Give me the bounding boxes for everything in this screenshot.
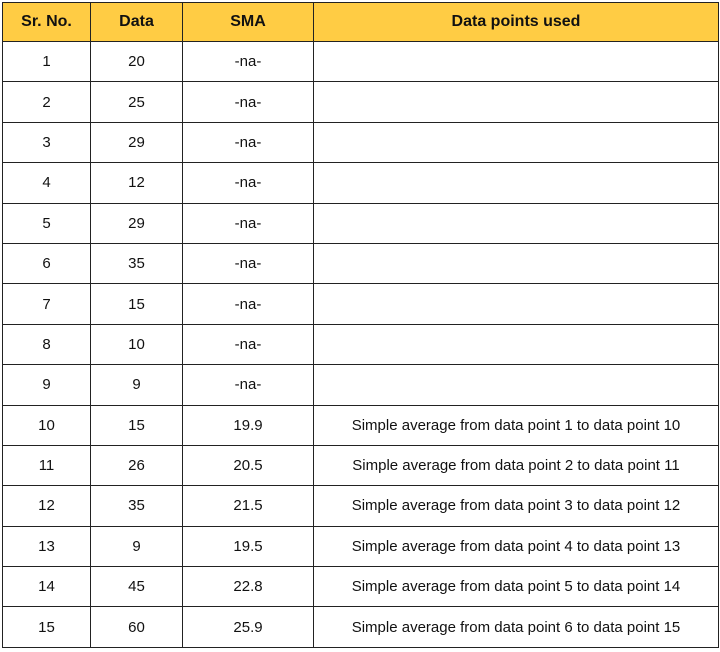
sma-cell: 25.9 xyxy=(182,606,314,648)
table-row: 9 9 -na- xyxy=(2,364,719,406)
table-row: 13 9 19.5 Simple average from data point 4 … xyxy=(2,525,719,568)
sr-no-cell: 13 xyxy=(2,525,91,568)
header-data: Data xyxy=(90,2,183,42)
table-row: 5 29 -na- xyxy=(2,202,719,244)
sma-cell: 19.5 xyxy=(182,525,314,568)
sr-no-cell: 12 xyxy=(2,485,91,527)
table-row: 14 45 22.8 Simple average from data point 5… xyxy=(2,566,719,608)
data-cell: 15 xyxy=(90,404,183,446)
table-row: 7 15 -na- xyxy=(2,283,719,325)
header-sma: SMA xyxy=(182,2,314,42)
data-cell: 45 xyxy=(90,566,183,608)
data-points-used-cell: Simple average from data point 5 to data… xyxy=(313,566,719,608)
sr-no-cell: 2 xyxy=(2,81,91,123)
sma-cell: -na- xyxy=(182,162,314,204)
sr-no-cell: 3 xyxy=(2,121,91,164)
sr-no-cell: 10 xyxy=(2,404,91,446)
data-cell: 10 xyxy=(90,323,183,366)
data-cell: 26 xyxy=(90,444,183,487)
header-data-points-used: Data points used xyxy=(313,2,719,42)
data-cell: 35 xyxy=(90,242,183,285)
data-cell: 9 xyxy=(90,364,183,406)
sma-cell: -na- xyxy=(182,364,314,406)
sma-cell: 22.8 xyxy=(182,566,314,608)
table-body: 1 20 -na- 2 25 -na- 3 29 -na- 4 12 -na- 5 29 -na- 6 35 -n… xyxy=(2,40,719,648)
data-cell: 12 xyxy=(90,162,183,204)
data-points-used-cell xyxy=(313,40,719,83)
data-cell: 25 xyxy=(90,81,183,123)
header-row: Sr. No. Data SMA Data points used xyxy=(2,2,719,42)
table-row: 10 15 19.9 Simple average from data point 1… xyxy=(2,404,719,446)
table-row: 4 12 -na- xyxy=(2,162,719,204)
table-row: 2 25 -na- xyxy=(2,81,719,123)
sma-cell: -na- xyxy=(182,323,314,366)
data-cell: 35 xyxy=(90,485,183,527)
sma-cell: 19.9 xyxy=(182,404,314,446)
sr-no-cell: 5 xyxy=(2,202,91,244)
table-row: 1 20 -na- xyxy=(2,40,719,83)
data-cell: 60 xyxy=(90,606,183,648)
table-header: Sr. No. Data SMA Data points used xyxy=(2,2,719,42)
data-points-used-cell: Simple average from data point 2 to data… xyxy=(313,444,719,487)
sr-no-cell: 9 xyxy=(2,364,91,406)
data-points-used-cell xyxy=(313,242,719,285)
table-row: 12 35 21.5 Simple average from data point 3… xyxy=(2,485,719,527)
data-cell: 29 xyxy=(90,121,183,164)
data-points-used-cell xyxy=(313,121,719,164)
data-points-used-cell xyxy=(313,283,719,325)
table-row: 15 60 25.9 Simple average from data point 6… xyxy=(2,606,719,648)
data-points-used-cell: Simple average from data point 3 to data… xyxy=(313,485,719,527)
data-cell: 29 xyxy=(90,202,183,244)
header-sr-no: Sr. No. xyxy=(2,2,91,42)
sma-cell: -na- xyxy=(182,283,314,325)
sma-cell: -na- xyxy=(182,242,314,285)
data-points-used-cell xyxy=(313,162,719,204)
data-points-used-cell: Simple average from data point 1 to data… xyxy=(313,404,719,446)
sr-no-cell: 1 xyxy=(2,40,91,83)
data-points-used-cell: Simple average from data point 4 to data… xyxy=(313,525,719,568)
data-cell: 20 xyxy=(90,40,183,83)
table-row: 6 35 -na- xyxy=(2,242,719,285)
sr-no-cell: 8 xyxy=(2,323,91,366)
data-cell: 9 xyxy=(90,525,183,568)
sr-no-cell: 4 xyxy=(2,162,91,204)
data-points-used-cell xyxy=(313,364,719,406)
data-cell: 15 xyxy=(90,283,183,325)
sr-no-cell: 6 xyxy=(2,242,91,285)
sma-cell: -na- xyxy=(182,202,314,244)
table-row: 3 29 -na- xyxy=(2,121,719,164)
sma-cell: -na- xyxy=(182,81,314,123)
data-points-used-cell: Simple average from data point 6 to data… xyxy=(313,606,719,648)
sr-no-cell: 14 xyxy=(2,566,91,608)
table-row: 11 26 20.5 Simple average from data point 2… xyxy=(2,444,719,487)
sma-cell: 20.5 xyxy=(182,444,314,487)
sr-no-cell: 11 xyxy=(2,444,91,487)
data-points-used-cell xyxy=(313,81,719,123)
sr-no-cell: 7 xyxy=(2,283,91,325)
sma-cell: -na- xyxy=(182,40,314,83)
table-row: 8 10 -na- xyxy=(2,323,719,366)
data-points-used-cell xyxy=(313,323,719,366)
sma-cell: 21.5 xyxy=(182,485,314,527)
data-points-used-cell xyxy=(313,202,719,244)
sma-cell: -na- xyxy=(182,121,314,164)
sr-no-cell: 15 xyxy=(2,606,91,648)
